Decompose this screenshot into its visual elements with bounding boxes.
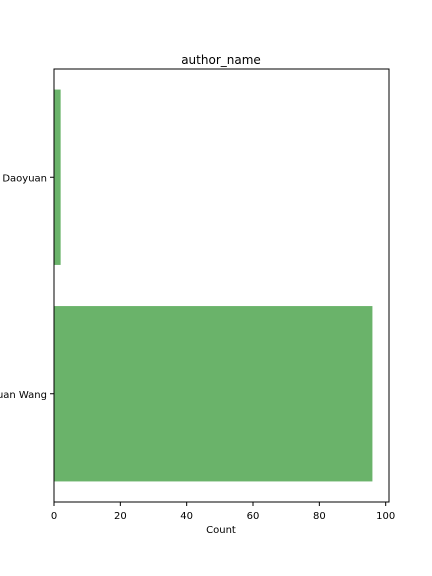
y-axis: Daoyuan uan Wang bbox=[0, 173, 54, 401]
bars-layer bbox=[54, 89, 373, 482]
y-tick-label-1: uan Wang bbox=[0, 390, 47, 401]
x-axis-label: Count bbox=[206, 525, 236, 536]
bar-1 bbox=[54, 306, 373, 482]
x-axis: 0 20 40 60 80 100 bbox=[51, 502, 395, 522]
plot-frame bbox=[53, 68, 390, 503]
x-tick-label-0: 0 bbox=[51, 511, 57, 522]
chart-title: author_name bbox=[181, 53, 261, 67]
x-tick-label-1: 20 bbox=[114, 511, 127, 522]
x-tick-label-5: 100 bbox=[376, 511, 395, 522]
x-tick-label-3: 60 bbox=[247, 511, 260, 522]
x-tick-label-4: 80 bbox=[313, 511, 326, 522]
bar-0 bbox=[54, 89, 61, 265]
x-tick-label-2: 40 bbox=[180, 511, 193, 522]
y-tick-label-0: Daoyuan bbox=[2, 173, 47, 184]
